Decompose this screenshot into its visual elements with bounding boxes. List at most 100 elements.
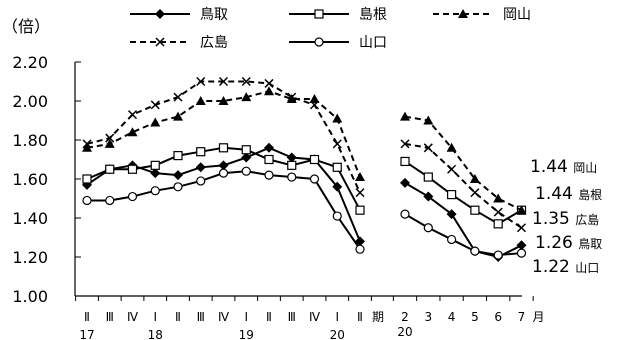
x-year-label: 20 — [397, 325, 412, 339]
data-point — [287, 92, 297, 102]
x-year-label: 20 — [330, 328, 345, 340]
end-label-name: 鳥取 — [578, 236, 602, 251]
data-point — [241, 92, 252, 102]
data-point — [287, 160, 297, 170]
legend-label: 島根 — [359, 7, 387, 23]
data-point — [264, 86, 274, 96]
data-point — [309, 94, 320, 104]
x-tick-label-quarter: Ⅳ — [218, 310, 229, 324]
data-point — [218, 168, 229, 178]
data-point — [127, 164, 138, 174]
series-line — [87, 170, 361, 250]
data-point — [446, 209, 457, 220]
legend-item-広島: 広島 — [130, 35, 228, 51]
data-point — [332, 211, 342, 221]
data-point-stroke — [470, 188, 480, 198]
data-point — [150, 168, 161, 179]
x-tick-label-quarter: Ⅱ — [357, 310, 363, 324]
data-point — [516, 248, 527, 258]
data-point — [423, 223, 433, 233]
data-point — [241, 145, 251, 155]
series-山口 — [82, 166, 527, 260]
series-line — [404, 142, 523, 229]
y-tick-label: 2.20 — [12, 53, 48, 72]
data-point — [218, 96, 229, 105]
data-point — [469, 174, 480, 183]
data-point — [155, 37, 165, 47]
data-point — [400, 156, 410, 167]
x-tick-label-quarter: Ⅳ — [309, 310, 320, 324]
x-tick-label-quarter: Ⅱ — [84, 310, 90, 324]
data-point — [286, 152, 297, 163]
legend-label: 広島 — [200, 35, 228, 51]
data-point — [470, 188, 480, 198]
data-point — [105, 164, 115, 174]
data-point-stroke — [355, 188, 365, 198]
y-tick-label: 1.40 — [12, 209, 48, 228]
data-point-stroke — [150, 100, 160, 110]
series-広島 — [82, 76, 527, 233]
data-point — [332, 113, 343, 123]
data-point — [196, 176, 206, 186]
y-tick-label: 1.00 — [12, 287, 48, 306]
series-島根 — [82, 143, 527, 229]
x-year-label: 18 — [148, 328, 163, 340]
x-tick-label-quarter: Ⅲ — [106, 310, 114, 324]
data-point — [447, 164, 457, 174]
data-point — [447, 190, 457, 200]
data-point — [332, 181, 343, 192]
legend-item-山口: 山口 — [289, 35, 387, 51]
x-tick-label-quarter: Ⅱ — [175, 310, 181, 324]
end-label-広島: 1.35 広島 — [532, 209, 599, 229]
data-point — [105, 195, 115, 206]
data-point-stroke — [400, 139, 410, 149]
data-point — [82, 139, 92, 149]
data-point — [493, 207, 503, 217]
series-layer — [82, 76, 527, 262]
end-label-島根: 1.44 島根 — [535, 184, 602, 204]
data-point — [470, 205, 480, 215]
data-point — [241, 76, 251, 87]
end-label-value: 1.22 — [532, 257, 575, 277]
data-point — [286, 94, 297, 104]
x-tick-label-quarter: Ⅰ — [244, 310, 248, 324]
data-point — [516, 240, 527, 251]
x-tick-label-quarter: Ⅲ — [288, 310, 296, 324]
series-line — [404, 115, 522, 212]
x-tick-label-quarter: Ⅰ — [153, 310, 157, 324]
data-point — [264, 142, 274, 153]
data-point — [423, 191, 434, 202]
data-point — [127, 127, 138, 137]
end-label-name: 岡山 — [573, 161, 597, 175]
x-tick-label-month: 4 — [448, 310, 456, 324]
data-point — [127, 191, 138, 202]
data-point — [355, 172, 365, 182]
data-point — [241, 152, 252, 163]
y-tick-label: 1.60 — [12, 170, 48, 189]
data-point — [264, 170, 274, 180]
legend-label: 鳥取 — [200, 7, 228, 23]
data-point — [105, 133, 115, 143]
data-point-stroke — [423, 143, 433, 153]
data-point — [516, 223, 527, 233]
end-label-value: 1.35 — [532, 209, 575, 229]
data-point — [195, 162, 206, 173]
x-tick-label-quarter: Ⅰ — [335, 310, 339, 324]
y-tick-label: 1.80 — [12, 131, 48, 150]
y-tick-label: 2.00 — [12, 92, 48, 111]
end-label-name: 広島 — [575, 212, 599, 227]
data-point-stroke — [196, 76, 206, 87]
data-point — [155, 9, 165, 19]
data-point — [470, 246, 480, 256]
x-year-label: 19 — [239, 328, 254, 340]
data-point — [218, 143, 229, 153]
data-point — [332, 139, 342, 149]
end-label-value: 1.44 — [535, 184, 578, 204]
end-label-value: 1.44 — [530, 157, 573, 177]
data-point — [493, 250, 503, 260]
end-label-山口: 1.22 山口 — [532, 257, 599, 277]
data-point-stroke — [309, 100, 320, 110]
y-axis-unit-label: （倍） — [2, 17, 50, 36]
